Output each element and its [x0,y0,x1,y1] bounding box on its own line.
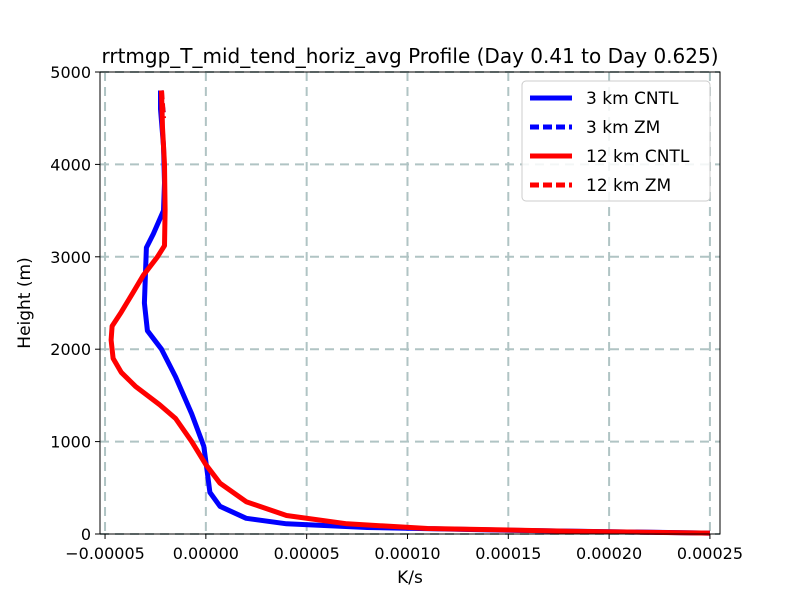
y-tick-label: 4000 [50,155,91,174]
x-tick-label: 0.00025 [677,544,743,563]
legend-label: 3 km ZM [586,118,660,138]
series-line [108,90,710,536]
x-tick-label: −0.00005 [65,544,145,563]
x-axis: −0.00005 0.00000 0.00005 0.00010 0.00015 0.00… [65,534,743,563]
x-tick-label: 0.00010 [374,544,440,563]
y-axis: 0 1000 2000 3000 4000 5000 [50,63,100,544]
y-tick-label: 2000 [50,340,91,359]
y-tick-label: 1000 [50,433,91,452]
plot-frame [99,71,721,535]
x-tick-label: 0.00005 [274,544,340,563]
y-axis-label: Height (m) [15,257,35,348]
x-tick-label: 0.00015 [475,544,541,563]
legend: 3 km CNTL 3 km ZM 12 km CNTL 12 km ZM [521,80,711,202]
legend-label: 3 km CNTL [586,89,679,109]
legend-label: 12 km ZM [586,176,671,196]
y-tick-label: 0 [81,525,91,544]
x-tick-label: 0.00020 [576,544,642,563]
series-lines [108,90,710,536]
x-tick-label: 0.00000 [173,544,239,563]
legend-label: 12 km CNTL [586,147,690,167]
legend-box [521,80,711,202]
series-line [159,90,166,119]
y-tick-label: 3000 [50,248,91,267]
chart-title: rrtmgp_T_mid_tend_horiz_avg Profile (Day… [101,44,718,68]
y-tick-label: 5000 [50,63,91,82]
x-axis-label: K/s [397,568,423,588]
